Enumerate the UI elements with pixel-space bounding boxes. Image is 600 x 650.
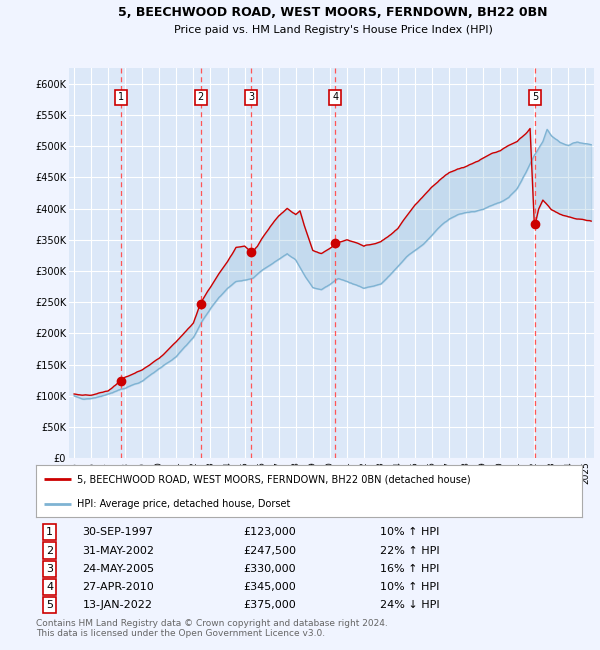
Text: 5, BEECHWOOD ROAD, WEST MOORS, FERNDOWN, BH22 0BN: 5, BEECHWOOD ROAD, WEST MOORS, FERNDOWN,… [118,6,548,20]
Text: 10% ↑ HPI: 10% ↑ HPI [380,527,439,538]
Text: 10% ↑ HPI: 10% ↑ HPI [380,582,439,592]
Text: 5: 5 [532,92,538,103]
Text: 27-APR-2010: 27-APR-2010 [82,582,154,592]
Text: 4: 4 [332,92,338,103]
Text: 30-SEP-1997: 30-SEP-1997 [82,527,154,538]
Text: 1: 1 [46,527,53,538]
Text: 4: 4 [46,582,53,592]
Text: HPI: Average price, detached house, Dorset: HPI: Average price, detached house, Dors… [77,499,290,509]
Text: 24-MAY-2005: 24-MAY-2005 [82,564,155,574]
Text: 5: 5 [46,600,53,610]
Text: £375,000: £375,000 [244,600,296,610]
Text: 31-MAY-2002: 31-MAY-2002 [82,545,154,556]
Text: £330,000: £330,000 [244,564,296,574]
Text: Contains HM Land Registry data © Crown copyright and database right 2024.
This d: Contains HM Land Registry data © Crown c… [36,619,388,638]
Text: 5, BEECHWOOD ROAD, WEST MOORS, FERNDOWN, BH22 0BN (detached house): 5, BEECHWOOD ROAD, WEST MOORS, FERNDOWN,… [77,474,470,484]
Text: 3: 3 [46,564,53,574]
Text: 2: 2 [46,545,53,556]
Text: 13-JAN-2022: 13-JAN-2022 [82,600,152,610]
Text: 1: 1 [118,92,124,103]
Text: Price paid vs. HM Land Registry's House Price Index (HPI): Price paid vs. HM Land Registry's House … [173,25,493,34]
Text: 2: 2 [197,92,204,103]
Text: 24% ↓ HPI: 24% ↓ HPI [380,600,440,610]
Text: £345,000: £345,000 [244,582,296,592]
Text: £123,000: £123,000 [244,527,296,538]
Text: 3: 3 [248,92,254,103]
Text: 16% ↑ HPI: 16% ↑ HPI [380,564,439,574]
Text: £247,500: £247,500 [244,545,296,556]
Text: 22% ↑ HPI: 22% ↑ HPI [380,545,440,556]
